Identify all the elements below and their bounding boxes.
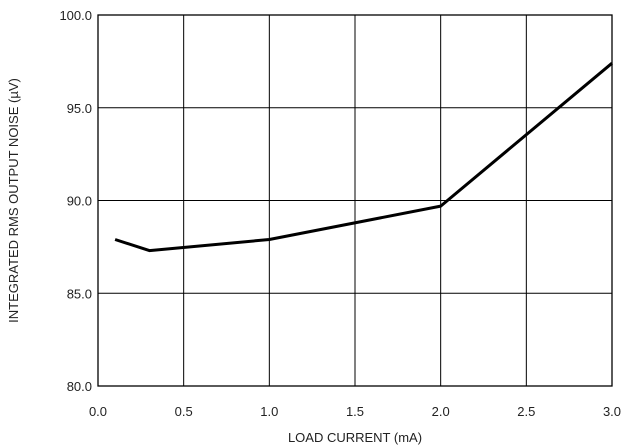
- x-tick-label: 0.5: [175, 404, 193, 419]
- y-tick-label: 80.0: [67, 379, 92, 394]
- series-line: [114, 62, 613, 253]
- x-tick-label: 1.0: [260, 404, 278, 419]
- y-tick-label: 95.0: [67, 101, 92, 116]
- x-tick-label: 2.5: [517, 404, 535, 419]
- y-tick-label: 85.0: [67, 286, 92, 301]
- y-axis-ticks: 80.0 85.0 90.0 95.0 100.0: [59, 8, 92, 394]
- x-axis-label: LOAD CURRENT (mA): [288, 430, 422, 445]
- x-tick-label: 3.0: [603, 404, 621, 419]
- plot-frame: [97, 14, 613, 387]
- y-tick-label: 90.0: [67, 194, 92, 209]
- y-axis-label: INTEGRATED RMS OUTPUT NOISE (µV): [6, 78, 21, 323]
- x-tick-label: 2.0: [432, 404, 450, 419]
- x-tick-label: 1.5: [346, 404, 364, 419]
- x-tick-label: 0.0: [89, 404, 107, 419]
- y-tick-label: 100.0: [59, 8, 92, 23]
- x-axis-ticks: 0.0 0.5 1.0 1.5 2.0 2.5 3.0: [89, 404, 621, 419]
- grid-lines: [97, 14, 613, 387]
